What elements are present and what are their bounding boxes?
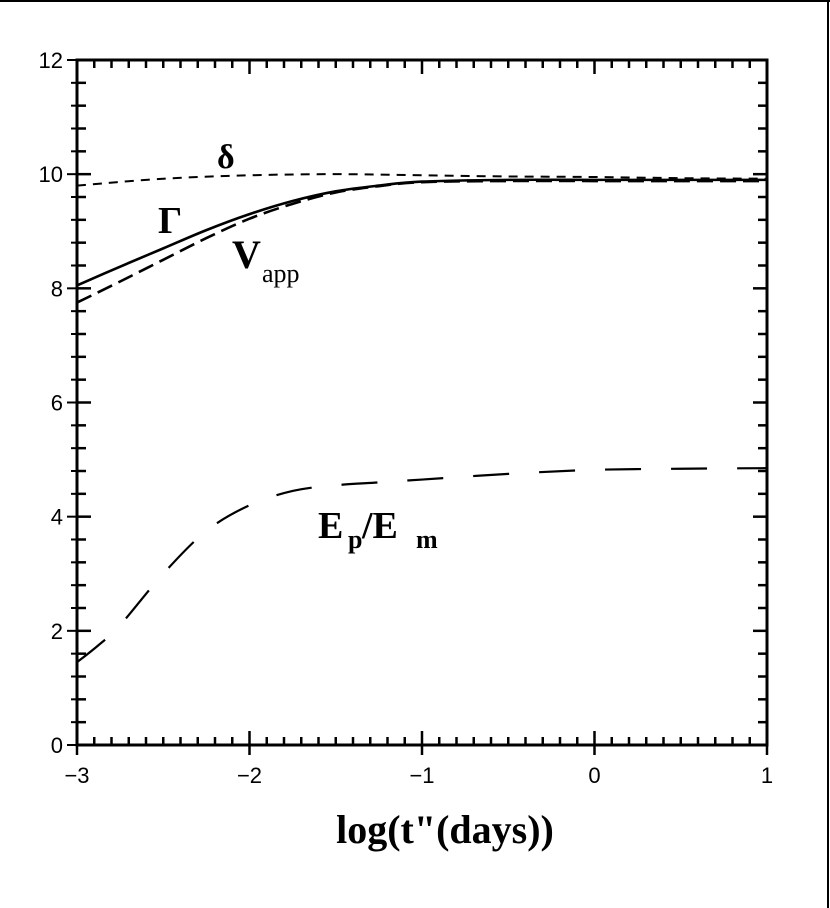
image-frame-right-border bbox=[827, 0, 829, 908]
y-tick-label: 12 bbox=[39, 48, 63, 73]
series-label-em-main: /E bbox=[361, 505, 398, 547]
series-label-vapp-main: V bbox=[232, 232, 261, 277]
x-tick-label: −1 bbox=[409, 763, 434, 788]
image-frame-top-border bbox=[0, 0, 830, 2]
plot-frame bbox=[75, 58, 769, 747]
series-label-em-sub: m bbox=[416, 525, 438, 554]
plot-axes bbox=[75, 58, 769, 747]
y-tick-label: 2 bbox=[51, 619, 63, 644]
x-axis-title: log(t"(days)) bbox=[336, 807, 554, 852]
axis-ticks bbox=[67, 58, 769, 755]
data-series bbox=[76, 173, 768, 664]
series-label-vapp: V app bbox=[232, 232, 300, 288]
series-label-ep-main: E bbox=[318, 505, 343, 547]
series-line-3 bbox=[76, 467, 768, 664]
x-tick-label: −2 bbox=[237, 763, 262, 788]
series-label-ep-sub: p bbox=[348, 525, 362, 554]
series-label-delta: δ bbox=[217, 139, 235, 176]
series-label-ep-em: E p /E m bbox=[318, 505, 438, 554]
x-tick-label: −3 bbox=[64, 763, 89, 788]
x-tick-label: 1 bbox=[761, 763, 773, 788]
y-tick-label: 10 bbox=[39, 162, 63, 187]
series-label-gamma: Γ bbox=[158, 200, 182, 242]
series-line-2 bbox=[76, 179, 767, 304]
y-tick-label: 4 bbox=[51, 505, 63, 530]
y-tick-label: 6 bbox=[51, 391, 63, 416]
y-tick-label: 0 bbox=[51, 733, 63, 758]
series-line-0 bbox=[76, 173, 768, 187]
y-tick-label: 8 bbox=[51, 276, 63, 301]
x-tick-label: 0 bbox=[588, 763, 600, 788]
series-label-vapp-sub: app bbox=[262, 259, 300, 288]
